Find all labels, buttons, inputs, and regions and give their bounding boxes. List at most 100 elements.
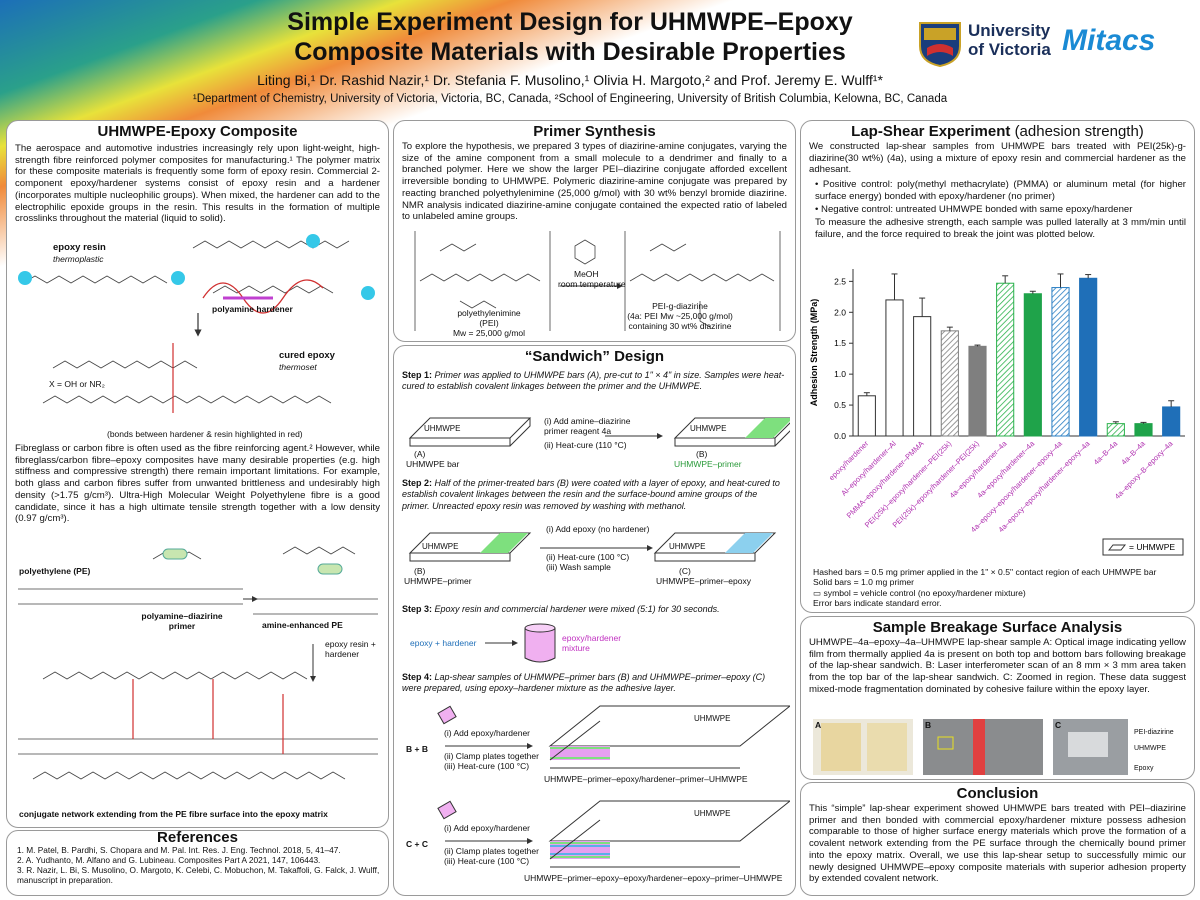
step-label: Step 1: (402, 370, 433, 380)
step: Step 3: Epoxy resin and commercial harde… (402, 604, 787, 615)
diagram-label: (iii) Wash sample (546, 562, 611, 572)
diagram-label: UHMWPE–primer–epoxy–epoxy/hardener–epoxy… (524, 873, 783, 883)
diagram-label: (B) (696, 449, 708, 459)
note: Error bars indicate standard error. (813, 597, 942, 608)
y-tick-label: 1.0 (834, 369, 846, 379)
scheme-label: (4a: PEI Mw ~25,000 g/mol) (627, 311, 733, 321)
y-tick-label: 1.5 (834, 338, 846, 348)
reference: 3. R. Nazir, L. Bi, S. Musolino, O. Marg… (17, 864, 380, 885)
section-heading: Primer Synthesis (533, 123, 656, 140)
annotation: PEI-diazirine (1134, 729, 1174, 736)
diagram-label: UHMWPE bar (406, 459, 460, 469)
diagram-label: epoxy + hardener (410, 638, 477, 648)
note: ▭ symbol = vehicle control (no epoxy/har… (813, 587, 1026, 598)
diagram-label: C + C (406, 839, 428, 849)
diagram-label: epoxy/hardener mixture (562, 633, 622, 653)
annotation: Epoxy (1134, 765, 1154, 772)
scheme-label: X = OH or NR₂ (49, 379, 105, 389)
affiliations: ¹Department of Chemistry, University of … (192, 93, 948, 105)
scheme-label: containing 30 wt% diazirine (628, 321, 732, 331)
panel-label: C (1055, 720, 1062, 730)
sandwich-panel: “Sandwich” Design Step 1: Primer was app… (393, 345, 796, 896)
step-diagram (437, 705, 790, 868)
bar (885, 299, 904, 437)
reference: 1. M. Patel, B. Pardhi, S. Chopara and M… (17, 845, 341, 855)
y-axis-label: Adhesion Strength (MPa) (809, 299, 819, 407)
bar (1051, 287, 1070, 437)
bar (940, 330, 959, 437)
diagram-label: (i) Add epoxy/hardener (444, 823, 530, 833)
step-label: Step 2: (402, 478, 433, 488)
diagram-label: (ii) Clamp plates together (444, 846, 539, 856)
scheme-label: epoxy resin (53, 242, 106, 253)
uvic-logo: University of Victoria (968, 21, 1051, 59)
title: Simple Experiment Design for UHMWPE–Epox… (250, 8, 890, 67)
scheme-label: cured epoxy (279, 350, 335, 361)
title-line: Simple Experiment Design for UHMWPE–Epox… (287, 8, 853, 36)
paragraph: Fibreglass or carbon fibre is often used… (15, 443, 380, 525)
section-heading: Conclusion (956, 785, 1039, 802)
y-tick-label: 2.0 (834, 307, 846, 317)
composite-panel: UHMWPE-Epoxy Composite The aerospace and… (6, 120, 389, 828)
scheme-label: (PEI) (479, 318, 499, 328)
reference-list: 1. M. Patel, B. Pardhi, S. Chopara and M… (17, 845, 380, 886)
bar (996, 282, 1015, 437)
step-diagram (485, 623, 556, 663)
diagram-label: (i) Add epoxy (no hardener) (546, 524, 650, 534)
step-text: Primer was applied to UHMWPE bars (A), p… (402, 370, 785, 392)
uvic-crest (919, 22, 961, 68)
bar (968, 345, 987, 437)
logo-text: University (968, 21, 1051, 40)
step-diagram (408, 532, 777, 562)
step-text: Epoxy resin and commercial hardener were… (434, 604, 720, 614)
bar-label: UHMWPE (422, 542, 459, 551)
panel-label: A (815, 720, 822, 730)
paragraph: UHMWPE–4a–epoxy–4a–UHMWPE lap-shear samp… (809, 637, 1186, 695)
step-label: Step 3: (402, 604, 433, 614)
bar-label: UHMWPE (694, 714, 731, 723)
x-tick-label: 4a–B–4a (1092, 438, 1120, 466)
x-tick-label: 4a–B–4a (1119, 438, 1147, 466)
heading-text: Lap-Shear Experiment (851, 123, 1011, 140)
legend-box (1102, 538, 1184, 556)
section-heading: Sample Breakage Surface Analysis (872, 619, 1123, 636)
y-tick-label: 2.5 (834, 276, 846, 286)
step-text: Lap-shear samples of UHMWPE–primer bars … (402, 672, 766, 694)
note: Hashed bars = 0.5 mg primer applied in t… (813, 567, 1157, 577)
step: Step 4: Lap-shear samples of UHMWPE–prim… (402, 672, 787, 695)
panel-label: B (925, 720, 932, 730)
bar-chart: Adhesion Strength (MPa) 0.0 0.5 1.0 1.5 2.0 2.… (809, 269, 1185, 556)
bar (857, 395, 876, 437)
paragraph: The aerospace and automotive industries … (15, 143, 380, 225)
diagram-label: (i) Add amine–diazirine primer reagent 4… (544, 416, 631, 436)
bar (1134, 423, 1153, 437)
diagram-label: (iii) Heat-cure (100 °C) (444, 761, 530, 771)
annotation: UHMWPE (1134, 745, 1166, 752)
scheme-label: thermoset (279, 362, 317, 372)
scheme-label: polyamine–diazirine primer (141, 611, 223, 631)
lap-shear-panel: Lap-Shear Experiment (adhesion strength)… (800, 120, 1195, 613)
paragraph: To measure the adhesive strength, each s… (815, 217, 1186, 240)
references-panel: References 1. M. Patel, B. Pardhi, S. Ch… (6, 829, 389, 896)
diagram-label: UHMWPE–primer (404, 576, 472, 586)
primer-scheme (414, 231, 781, 331)
epoxy-scheme (18, 234, 375, 413)
mitacs-logo: Mitacs (1062, 24, 1156, 57)
legend-label: = UHMWPE (1129, 542, 1175, 552)
diagram-label: (ii) Clamp plates together (444, 751, 539, 761)
logo-text: of Victoria (968, 39, 1051, 59)
scheme-label: Mw = 25,000 g/mol (452, 328, 526, 338)
bar (1162, 406, 1181, 437)
bar-label: UHMWPE (424, 424, 461, 433)
scheme-label: polyamine hardener (212, 304, 293, 314)
diagram-label: (A) (414, 449, 426, 459)
diagram-label: (ii) Heat-cure (100 °C) (546, 552, 630, 562)
section-heading: “Sandwich” Design (524, 348, 665, 365)
legend-icon (1107, 544, 1127, 551)
bar (913, 316, 932, 437)
diagram-label: (ii) Heat-cure (110 °C) (544, 440, 627, 450)
bar (1079, 277, 1098, 437)
chart-notes: Hashed bars = 0.5 mg primer applied in t… (813, 567, 1156, 608)
title-line: Composite Materials with Desirable Prope… (294, 37, 846, 66)
paragraph: We constructed lap-shear samples from UH… (809, 141, 1186, 176)
